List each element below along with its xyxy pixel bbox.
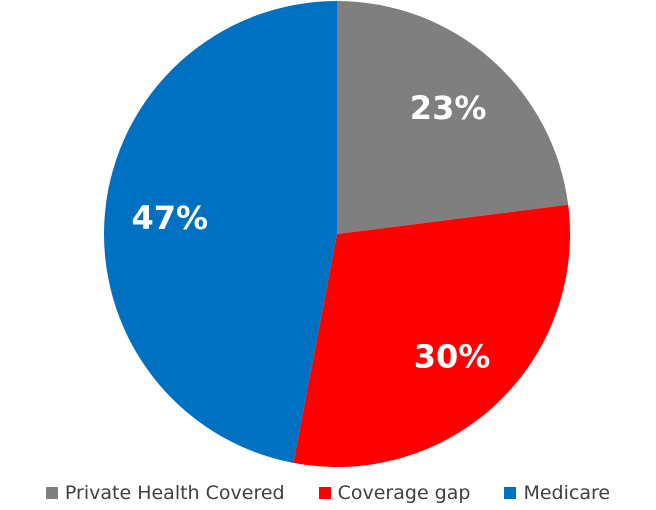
legend-swatch-private-health-covered — [45, 487, 58, 499]
data-label-private-health-covered: 23% — [410, 89, 487, 127]
legend-label-coverage-gap: Coverage gap — [337, 482, 471, 504]
legend-entry-medicare: Medicare — [504, 482, 610, 504]
chart-legend: Private Health Covered Coverage gap Medi… — [0, 476, 656, 510]
legend-entry-private-health-covered: Private Health Covered — [45, 482, 285, 504]
legend-swatch-coverage-gap — [318, 487, 331, 499]
pie-slice-coverage-gap — [293, 204, 570, 467]
pie-plot-area: 23% 30% 47% — [104, 1, 570, 467]
legend-label-medicare: Medicare — [523, 482, 611, 504]
pie-slice-private-health-covered — [337, 1, 569, 234]
legend-swatch-medicare — [504, 487, 517, 499]
pie-slices — [104, 1, 570, 467]
data-label-coverage-gap: 30% — [414, 337, 491, 375]
legend-label-private-health-covered: Private Health Covered — [64, 482, 285, 504]
legend-entry-coverage-gap: Coverage gap — [318, 482, 471, 504]
data-label-medicare: 47% — [131, 199, 208, 237]
pie-slice-medicare — [104, 1, 337, 463]
pie-data-labels: 23% 30% 47% — [131, 89, 490, 375]
